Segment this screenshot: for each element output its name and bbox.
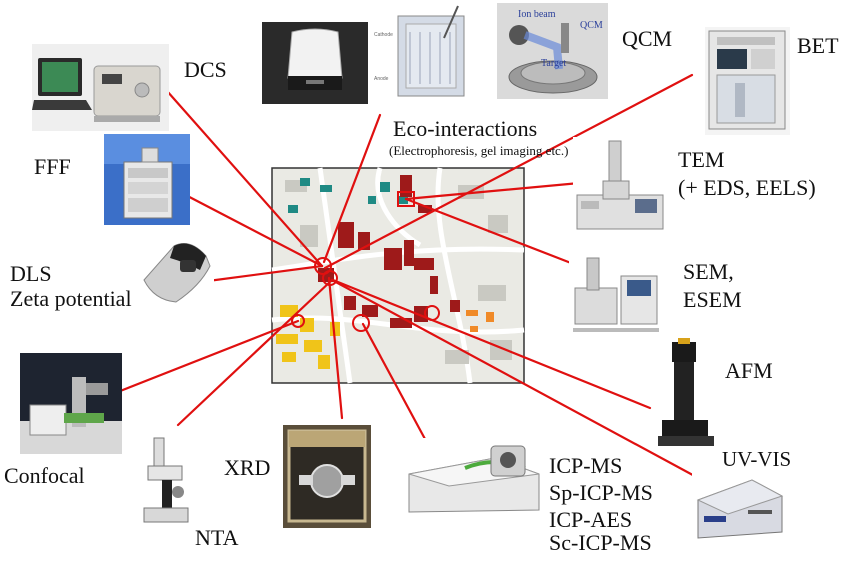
- label-afm: AFM: [725, 358, 773, 383]
- label-icp-group: ICP-MS Sp-ICP-MS ICP-AES Sc-ICP-MS: [549, 452, 653, 556]
- label-fff: FFF: [34, 154, 71, 179]
- svg-text:Anode: Anode: [374, 76, 389, 82]
- label-qcm: QCM: [622, 26, 673, 51]
- label-dcs: DCS: [184, 57, 227, 82]
- label-xrd: XRD: [224, 455, 271, 480]
- label-sc-icp-ms: Sc-ICP-MS: [549, 530, 652, 555]
- label-icp-ms: ICP-MS: [549, 453, 623, 478]
- svg-text:Cathode: Cathode: [374, 32, 393, 38]
- label-eco-sub: (Electrophoresis, gel imaging etc.): [389, 143, 569, 158]
- fff-photo: [104, 134, 190, 225]
- qcm-photo-qcm: QCM: [580, 20, 603, 31]
- campus-map: [271, 167, 525, 384]
- label-uv-vis: UV-VIS: [722, 447, 792, 471]
- label-sp-icp-ms: Sp-ICP-MS: [549, 480, 653, 505]
- bet-photo: [705, 27, 790, 135]
- label-tem-main: TEM: [678, 147, 725, 172]
- label-icp-aes: ICP-AES: [549, 507, 633, 532]
- label-sem-esem: SEM, ESEM: [683, 258, 742, 314]
- afm-photo: [652, 336, 720, 450]
- label-dls-zeta: DLS Zeta potential: [10, 261, 132, 311]
- label-tem-sub: (+ EDS, EELS): [678, 175, 816, 200]
- label-dls: DLS: [10, 261, 52, 286]
- label-bet: BET: [797, 33, 839, 58]
- label-tem: TEM (+ EDS, EELS): [678, 146, 816, 202]
- confocal-photo: [20, 353, 122, 454]
- qcm-photo-target: Target: [541, 58, 567, 69]
- uv-vis-photo: [692, 470, 787, 547]
- dls-photo: [140, 236, 214, 308]
- label-esem: ESEM: [683, 287, 742, 312]
- connector-lines: [108, 73, 704, 482]
- gel-imager-photo: [262, 22, 368, 104]
- electrophoresis-photo: Cathode Anode: [370, 2, 488, 102]
- label-zeta-potential: Zeta potential: [10, 286, 132, 311]
- label-eco-interactions: Eco-interactions: [393, 116, 538, 141]
- tem-photo: [573, 137, 668, 242]
- xrd-photo: [283, 425, 371, 528]
- qcm-photo-ion-beam: Ion beam: [518, 9, 556, 20]
- icp-ms-photo: [405, 438, 543, 520]
- label-confocal: Confocal: [4, 463, 85, 488]
- dcs-photo: [32, 44, 169, 131]
- nta-photo: [138, 430, 194, 530]
- label-nta: NTA: [195, 525, 239, 550]
- sem-photo: [569, 248, 664, 339]
- qcm-photo: [497, 3, 608, 99]
- label-sem: SEM,: [683, 259, 734, 284]
